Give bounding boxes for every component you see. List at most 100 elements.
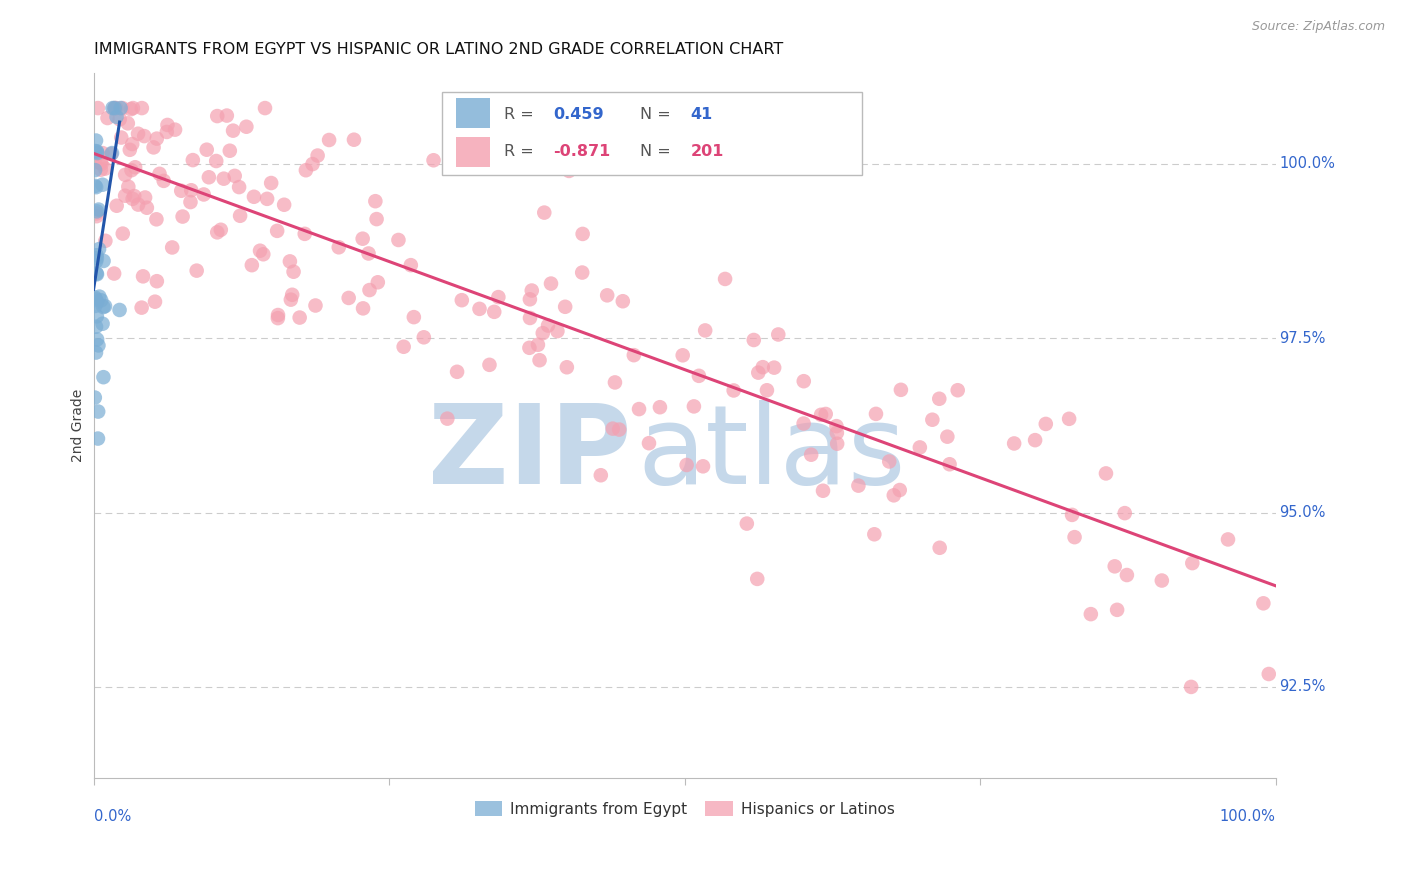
Point <box>86 267 108 281</box>
Point <box>1107 603 1129 617</box>
Point <box>240 258 263 272</box>
Point <box>1257 667 1279 681</box>
Point <box>1150 574 1173 588</box>
Point <box>602 422 624 436</box>
Point <box>156 125 179 139</box>
Point <box>519 310 541 325</box>
Point <box>222 123 245 137</box>
Point <box>235 120 257 134</box>
Point <box>623 348 645 362</box>
Point <box>1180 680 1202 694</box>
Point <box>1181 556 1204 570</box>
Point <box>87 404 110 418</box>
Point <box>301 157 323 171</box>
Point <box>86 267 108 281</box>
Point <box>436 411 458 425</box>
Point <box>84 206 107 220</box>
Point <box>90 157 112 171</box>
Point <box>936 430 959 444</box>
Point <box>337 291 360 305</box>
Point <box>86 251 108 265</box>
Point <box>121 192 143 206</box>
Point <box>91 178 114 192</box>
Point <box>134 129 156 144</box>
Point <box>86 248 108 262</box>
Point <box>224 169 246 183</box>
Point <box>117 179 139 194</box>
Text: 100.0%: 100.0% <box>1220 809 1275 824</box>
Point <box>134 190 156 204</box>
Point <box>172 210 194 224</box>
Point <box>422 153 444 168</box>
Point <box>101 146 124 161</box>
Point <box>145 212 167 227</box>
Point <box>554 300 576 314</box>
Point <box>86 310 108 324</box>
Point <box>84 319 107 334</box>
Point <box>295 163 318 178</box>
Point <box>877 454 900 468</box>
Point <box>105 110 128 124</box>
Point <box>90 162 112 177</box>
Point <box>810 408 832 422</box>
Text: 100.0%: 100.0% <box>1279 156 1336 171</box>
Point <box>288 310 311 325</box>
Point <box>124 161 146 175</box>
Point <box>825 436 848 450</box>
Point <box>84 163 107 178</box>
Text: 201: 201 <box>690 145 724 159</box>
Point <box>86 146 108 161</box>
Point <box>589 468 612 483</box>
Point <box>558 164 581 178</box>
Point <box>387 233 409 247</box>
Point <box>688 368 710 383</box>
Point <box>367 275 389 289</box>
Point <box>768 327 790 342</box>
Point <box>683 400 706 414</box>
Point <box>84 299 107 313</box>
Point <box>86 145 108 159</box>
Bar <box>457 137 489 167</box>
Point <box>86 333 108 347</box>
Point <box>527 338 550 352</box>
Point <box>267 311 290 326</box>
Text: N =: N = <box>640 107 675 121</box>
Point <box>889 483 911 497</box>
Point <box>364 194 387 209</box>
Point <box>142 140 165 154</box>
Point <box>540 277 562 291</box>
Point <box>114 188 136 202</box>
Point <box>101 101 124 115</box>
Text: 0.459: 0.459 <box>554 107 605 121</box>
Point <box>533 205 555 219</box>
Point <box>1035 417 1057 431</box>
Point <box>146 274 169 288</box>
Point <box>908 441 931 455</box>
Point <box>1114 506 1136 520</box>
Point <box>446 365 468 379</box>
Point <box>87 432 110 446</box>
Text: Source: ZipAtlas.com: Source: ZipAtlas.com <box>1251 20 1385 33</box>
Point <box>229 209 252 223</box>
Point <box>723 384 745 398</box>
Bar <box>457 98 489 128</box>
Point <box>486 290 509 304</box>
Point <box>1095 467 1118 481</box>
Point <box>484 305 506 319</box>
Point <box>121 163 143 178</box>
Point <box>120 102 142 116</box>
Point <box>865 407 887 421</box>
Point <box>814 407 837 421</box>
Point <box>93 254 115 268</box>
Point <box>825 419 848 434</box>
Point <box>84 293 107 307</box>
Text: -0.871: -0.871 <box>554 145 610 159</box>
Point <box>1024 433 1046 447</box>
Point <box>132 269 155 284</box>
Point <box>118 143 141 157</box>
Point <box>84 254 107 268</box>
Point <box>127 127 149 141</box>
Point <box>921 413 943 427</box>
Point <box>111 101 134 115</box>
Point <box>89 290 111 304</box>
